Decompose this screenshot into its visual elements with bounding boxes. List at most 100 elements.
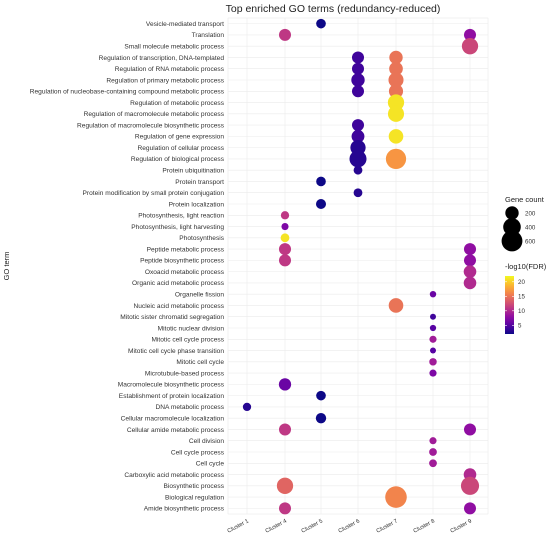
x-tick-label: Cluster 8	[413, 518, 436, 534]
y-tick-label: Biosynthetic process	[164, 483, 225, 490]
data-point	[278, 243, 292, 256]
data-point	[429, 437, 437, 445]
colorbar-label: 10	[518, 308, 525, 315]
data-point	[278, 378, 292, 391]
data-point	[463, 254, 477, 267]
x-tick-label: Cluster 6	[338, 518, 361, 534]
data-point	[276, 477, 294, 494]
data-point	[316, 18, 326, 29]
y-tick-label: Mitotic cell cycle	[176, 359, 224, 366]
y-tick-label: Cell cycle	[196, 461, 225, 468]
data-point	[351, 129, 365, 143]
data-point	[351, 62, 365, 75]
size-legend-label: 400	[525, 224, 536, 231]
data-point	[353, 188, 363, 198]
x-tick-labels: Cluster 1 Cluster 4 Cluster 5 Cluster 6 Clus…	[227, 518, 473, 535]
data-point	[353, 165, 363, 175]
y-tick-label: Macromolecule biosynthetic process	[118, 382, 225, 389]
data-point	[315, 412, 327, 424]
y-axis-title: GO term	[2, 252, 11, 281]
data-points	[242, 18, 480, 515]
chart-title: Top enriched GO terms (redundancy-reduce…	[226, 3, 441, 15]
y-tick-label: Carboxylic acid metabolic process	[124, 472, 224, 479]
size-legend-key	[503, 218, 521, 236]
x-tick-label: Cluster 1	[227, 518, 250, 534]
y-tick-label: Mitotic nuclear division	[158, 325, 225, 332]
data-point	[463, 28, 477, 41]
gridlines	[227, 17, 489, 515]
colorbar	[505, 276, 514, 334]
data-point	[242, 402, 252, 412]
data-point	[388, 129, 404, 144]
y-tick-label: Vesicle-mediated transport	[146, 21, 224, 28]
data-point	[463, 243, 477, 256]
size-legend-title: Gene count	[505, 195, 545, 204]
y-tick-label: Protein modification by small protein co…	[83, 190, 225, 197]
data-point	[387, 94, 405, 111]
y-tick-label: Small molecule metabolic process	[124, 43, 224, 50]
data-point	[430, 347, 436, 354]
data-point	[389, 50, 403, 65]
size-legend-label: 600	[525, 238, 536, 245]
y-tick-label: Regulation of primary metabolic process	[106, 77, 224, 84]
size-legend-key	[501, 230, 523, 252]
size-legend: Gene count 200 400 600	[501, 195, 545, 252]
y-tick-label: Oxoacid metabolic process	[145, 269, 225, 276]
y-tick-label: Protein localization	[169, 201, 225, 208]
data-point	[429, 324, 437, 332]
data-point	[463, 265, 477, 278]
data-point	[278, 423, 292, 436]
y-tick-label: Mitotic cell cycle phase transition	[128, 348, 224, 355]
y-tick-label: Mitotic cell cycle process	[151, 337, 224, 344]
data-point	[463, 502, 477, 515]
data-point	[385, 148, 407, 170]
data-point	[429, 369, 437, 377]
data-point	[278, 28, 292, 41]
size-legend-key	[505, 206, 519, 220]
data-point	[429, 448, 437, 456]
y-tick-label: Peptide metabolic process	[147, 246, 225, 253]
data-point	[315, 198, 327, 210]
y-tick-label: Biological regulation	[165, 494, 224, 501]
data-point	[461, 38, 479, 55]
colorbar-label: 15	[518, 294, 525, 301]
colorbar-label: 5	[518, 323, 522, 330]
y-tick-label: Protein ubiquitination	[162, 167, 224, 174]
data-point	[429, 290, 437, 298]
y-tick-label: Photosynthesis, light harvesting	[131, 224, 224, 231]
color-legend: -log10(FDR) 5 10 15 20	[505, 262, 547, 334]
x-tick-label: Cluster 9	[450, 518, 473, 534]
y-tick-label: Establishment of protein localization	[119, 393, 225, 400]
x-tick-label: Cluster 4	[265, 518, 289, 535]
data-point	[349, 150, 367, 168]
data-point	[429, 335, 437, 343]
y-tick-label: Photosynthesis	[179, 235, 224, 242]
y-tick-label: Regulation of RNA metabolic process	[115, 66, 225, 73]
data-point	[388, 84, 404, 99]
size-legend-label: 200	[525, 210, 536, 217]
y-tick-label: Regulation of metabolic process	[130, 100, 225, 107]
y-tick-label: Cellular amide metabolic process	[127, 427, 225, 434]
y-tick-label: DNA metabolic process	[155, 404, 224, 411]
y-tick-label: Cell division	[189, 438, 225, 445]
data-point	[463, 276, 477, 290]
data-point	[351, 119, 365, 132]
y-tick-label: Protein transport	[175, 179, 224, 186]
x-tick-label: Cluster 7	[376, 518, 399, 534]
y-tick-label: Cell cycle process	[171, 449, 225, 456]
data-point	[280, 211, 290, 220]
data-point	[387, 105, 405, 122]
y-tick-labels: Vesicle-mediated transport Translation Sma…	[30, 21, 225, 513]
data-point	[280, 233, 290, 243]
y-tick-label: Regulation of macromolecule biosynthetic…	[77, 122, 225, 129]
color-legend-title: -log10(FDR)	[505, 262, 547, 271]
data-point	[278, 254, 292, 267]
y-tick-label: Regulation of transcription, DNA-templat…	[99, 55, 225, 62]
data-point	[460, 476, 480, 495]
y-tick-label: Amide biosynthetic process	[144, 506, 225, 513]
y-tick-label: Regulation of cellular process	[138, 145, 225, 152]
y-tick-label: Regulation of biological process	[131, 156, 225, 163]
data-point	[316, 176, 326, 187]
y-tick-label: Microtubule-based process	[145, 370, 225, 377]
